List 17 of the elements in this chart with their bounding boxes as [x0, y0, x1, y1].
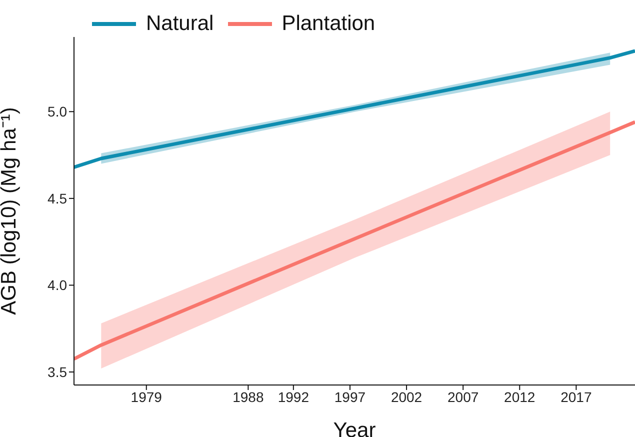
x-tick-label: 2002	[390, 388, 422, 405]
y-tick-label: 3.5	[48, 364, 68, 380]
y-tick-label: 5.0	[48, 104, 68, 120]
x-tick-label: 1992	[278, 388, 310, 405]
x-tick-label: 1979	[130, 388, 162, 405]
x-tick-label: 2012	[504, 388, 536, 405]
x-tick-label: 2017	[560, 388, 592, 405]
legend-label: Plantation	[282, 12, 376, 36]
line-series	[74, 49, 635, 169]
x-tick-label: 2007	[448, 388, 479, 405]
y-tick-label: 4.0	[48, 277, 68, 294]
y-tick-label: 4.5	[48, 190, 68, 206]
legend-label: Natural	[146, 12, 214, 36]
x-axis-title: Year	[333, 419, 376, 437]
y-axis-title: AGB (log10) (Mg ha⁻¹)	[0, 107, 20, 315]
x-tick-label: 1988	[232, 388, 264, 405]
x-tick-label: 1997	[334, 388, 366, 405]
